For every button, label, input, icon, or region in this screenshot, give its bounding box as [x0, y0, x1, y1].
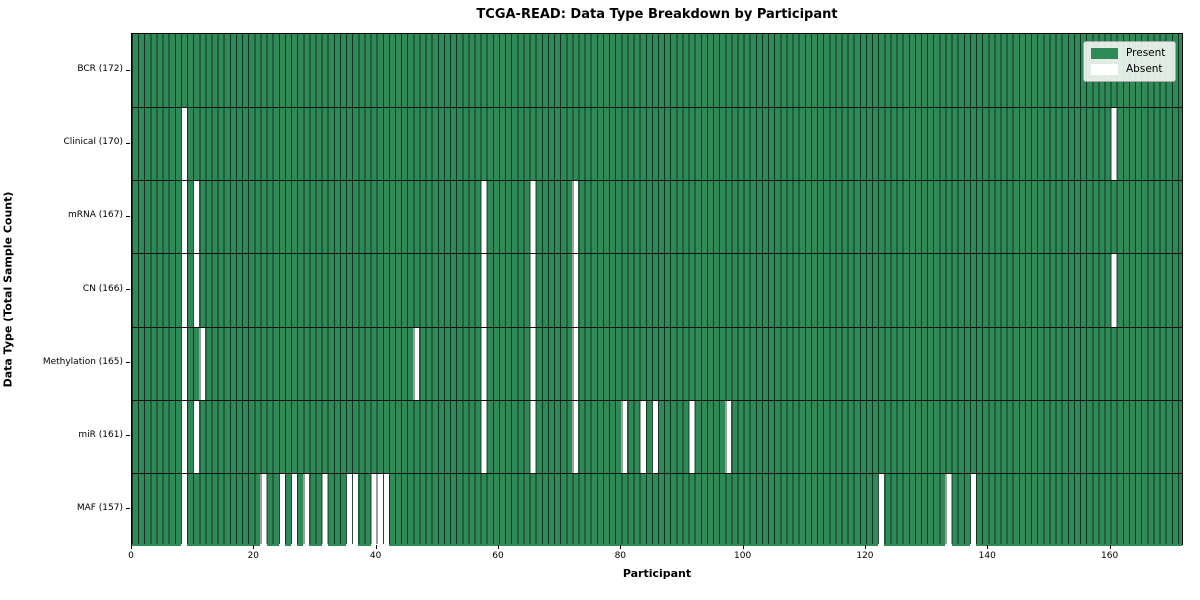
absent-cell [688, 399, 695, 473]
ytick-mark [126, 435, 130, 437]
absent-cell [180, 253, 188, 327]
legend: Present Absent [1083, 41, 1176, 82]
ytick-mark [126, 508, 130, 510]
absent-cell [180, 472, 188, 546]
absent-cell [572, 180, 579, 254]
absent-cell [193, 399, 200, 473]
legend-label: Present [1126, 47, 1166, 59]
absent-cell [572, 253, 579, 327]
xtick-mark [742, 545, 744, 549]
absent-cell [529, 180, 536, 254]
absent-cell [291, 472, 298, 546]
legend-label: Absent [1126, 63, 1163, 75]
absent-cell [480, 180, 487, 254]
absent-cell [180, 326, 188, 400]
absent-cell [193, 180, 200, 254]
xtick-mark [131, 545, 132, 549]
ytick-mark [126, 69, 130, 71]
absent-cell [180, 107, 188, 181]
ytick-mark [126, 362, 130, 364]
legend-swatch-present [1091, 48, 1118, 59]
heatmap-row-methylation [132, 326, 1182, 400]
absent-cell [352, 472, 359, 546]
absent-cell [529, 326, 536, 400]
ytick-mark [126, 289, 130, 290]
absent-cell [725, 399, 732, 473]
ytick-label-clinical: Clinical (170) [63, 137, 123, 148]
xtick-mark [1109, 545, 1111, 549]
absent-cell [621, 399, 628, 473]
xtick-mark [864, 545, 866, 549]
absent-cell [529, 253, 536, 327]
xtick-mark [253, 545, 255, 549]
absent-cell [969, 472, 977, 546]
chart-title: TCGA-READ: Data Type Breakdown by Partic… [476, 7, 838, 22]
xtick-label-140: 140 [978, 551, 996, 561]
heatmap-row-cn [132, 253, 1182, 327]
absent-cell [382, 472, 389, 546]
xtick-mark [620, 545, 622, 549]
ytick-label-mir: miR (161) [78, 429, 123, 440]
ytick-label-cn: CN (166) [82, 283, 123, 294]
xtick-mark [375, 545, 377, 549]
xtick-label-0: 0 [128, 551, 134, 561]
absent-cell [480, 399, 487, 473]
heatmap-row-maf [132, 472, 1182, 546]
absent-cell [278, 472, 285, 546]
xtick-label-160: 160 [1101, 551, 1119, 561]
ytick-mark [126, 142, 130, 144]
xtick-label-80: 80 [614, 551, 627, 561]
absent-cell [180, 180, 188, 254]
absent-cell [413, 326, 420, 400]
ytick-label-bcr: BCR (172) [77, 64, 123, 75]
xtick-mark [497, 545, 499, 549]
absent-cell [1110, 253, 1117, 327]
xtick-label-40: 40 [369, 551, 382, 561]
absent-cell [480, 326, 487, 400]
absent-cell [639, 399, 646, 473]
ytick-label-mrna: mRNA (167) [68, 210, 123, 221]
absent-cell [878, 472, 885, 546]
ytick-mark [126, 215, 130, 217]
heatmap-row-mrna [132, 180, 1182, 254]
xtick-mark [987, 545, 989, 549]
absent-cell [199, 326, 206, 400]
absent-cell [1110, 107, 1117, 181]
absent-cell [180, 399, 188, 473]
absent-cell [303, 472, 310, 546]
absent-cell [651, 399, 658, 473]
ytick-label-maf: MAF (157) [76, 502, 123, 513]
absent-cell [193, 253, 200, 327]
xtick-label-120: 120 [856, 551, 874, 561]
absent-cell [260, 472, 267, 546]
absent-cell [529, 399, 536, 473]
absent-cell [945, 472, 952, 546]
absent-cell [480, 253, 487, 327]
absent-cell [572, 399, 579, 473]
absent-cell [321, 472, 328, 546]
absent-cell [572, 326, 579, 400]
xtick-label-20: 20 [247, 551, 260, 561]
x-axis-label: Participant [622, 567, 692, 580]
heatmap-plot-area [131, 33, 1183, 546]
heatmap-row-mir [132, 399, 1182, 473]
heatmap-row-bcr [132, 34, 1182, 108]
legend-entry-present: Present [1091, 47, 1168, 60]
legend-entry-absent: Absent [1091, 63, 1168, 76]
legend-swatch-absent [1091, 64, 1118, 75]
heatmap-row-clinical [132, 107, 1182, 181]
xtick-label-60: 60 [492, 551, 504, 561]
ytick-label-methylation: Methylation (165) [42, 356, 123, 367]
xtick-label-100: 100 [734, 551, 752, 561]
